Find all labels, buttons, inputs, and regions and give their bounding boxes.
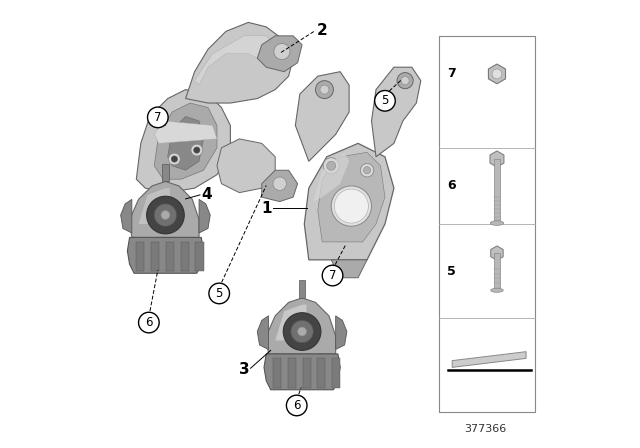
Polygon shape [305, 143, 394, 260]
Circle shape [273, 177, 287, 190]
Circle shape [326, 161, 336, 170]
Circle shape [364, 167, 371, 174]
Polygon shape [166, 242, 174, 271]
Bar [494, 253, 500, 289]
Circle shape [194, 147, 200, 153]
Circle shape [287, 395, 307, 416]
Polygon shape [288, 358, 296, 388]
Text: 6: 6 [293, 399, 300, 412]
Polygon shape [264, 354, 340, 390]
Circle shape [298, 327, 307, 336]
Circle shape [284, 313, 321, 350]
Polygon shape [332, 358, 340, 388]
Text: 6: 6 [145, 316, 152, 329]
Polygon shape [217, 139, 275, 193]
Polygon shape [266, 298, 336, 354]
Polygon shape [336, 316, 347, 349]
Polygon shape [127, 237, 204, 273]
Polygon shape [299, 280, 305, 298]
Polygon shape [180, 242, 189, 271]
Text: 5: 5 [216, 287, 223, 300]
Circle shape [320, 85, 329, 94]
Circle shape [401, 77, 409, 85]
Bar [494, 159, 500, 222]
Polygon shape [303, 358, 310, 388]
Polygon shape [452, 352, 526, 367]
Circle shape [161, 211, 170, 220]
Polygon shape [154, 103, 217, 179]
Polygon shape [195, 242, 204, 271]
Circle shape [191, 144, 203, 156]
Circle shape [323, 265, 343, 286]
Circle shape [274, 43, 290, 60]
Text: 4: 4 [202, 187, 212, 202]
Ellipse shape [491, 289, 503, 293]
Circle shape [332, 186, 372, 226]
Circle shape [291, 320, 314, 343]
Circle shape [323, 158, 339, 174]
Polygon shape [168, 116, 204, 170]
Circle shape [154, 204, 177, 226]
Polygon shape [314, 152, 349, 202]
Circle shape [397, 73, 413, 89]
Polygon shape [195, 36, 284, 85]
Text: 1: 1 [262, 201, 272, 216]
Circle shape [148, 107, 168, 128]
Polygon shape [257, 316, 269, 349]
Text: 6: 6 [447, 179, 456, 193]
Circle shape [360, 164, 374, 177]
Circle shape [209, 283, 230, 304]
Polygon shape [275, 305, 307, 340]
Circle shape [374, 90, 396, 111]
Polygon shape [130, 181, 199, 237]
Polygon shape [490, 151, 504, 167]
Circle shape [492, 69, 502, 79]
Circle shape [334, 189, 369, 223]
Circle shape [168, 153, 180, 165]
Text: 7: 7 [447, 67, 456, 81]
Circle shape [316, 81, 333, 99]
Text: 377366: 377366 [465, 424, 507, 434]
Polygon shape [163, 164, 168, 181]
Circle shape [139, 312, 159, 333]
Text: 7: 7 [329, 269, 336, 282]
Polygon shape [136, 242, 145, 271]
Circle shape [172, 156, 177, 162]
Polygon shape [139, 188, 170, 224]
Text: 5: 5 [381, 94, 388, 108]
Polygon shape [371, 67, 421, 157]
Polygon shape [491, 246, 503, 260]
Text: 2: 2 [317, 23, 328, 38]
Polygon shape [296, 72, 349, 161]
Bar [439, 36, 535, 412]
Ellipse shape [490, 221, 504, 225]
Polygon shape [257, 36, 302, 72]
Text: 7: 7 [154, 111, 161, 124]
Polygon shape [317, 152, 385, 242]
Polygon shape [317, 358, 325, 388]
Polygon shape [121, 199, 132, 233]
Text: 5: 5 [447, 264, 456, 278]
Polygon shape [488, 64, 506, 84]
Polygon shape [186, 22, 293, 103]
Text: 3: 3 [239, 362, 250, 377]
Circle shape [147, 196, 184, 234]
Polygon shape [332, 260, 367, 278]
Polygon shape [262, 170, 298, 202]
Polygon shape [199, 199, 210, 233]
Polygon shape [136, 90, 230, 193]
Polygon shape [151, 242, 159, 271]
Polygon shape [154, 121, 217, 143]
Polygon shape [273, 358, 281, 388]
